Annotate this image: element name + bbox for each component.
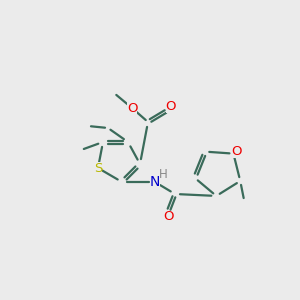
Text: O: O xyxy=(127,101,137,115)
Text: H: H xyxy=(159,167,167,181)
Text: O: O xyxy=(163,211,173,224)
Text: N: N xyxy=(150,175,160,189)
Text: S: S xyxy=(94,161,102,175)
Text: O: O xyxy=(231,145,242,158)
Text: O: O xyxy=(166,100,176,112)
